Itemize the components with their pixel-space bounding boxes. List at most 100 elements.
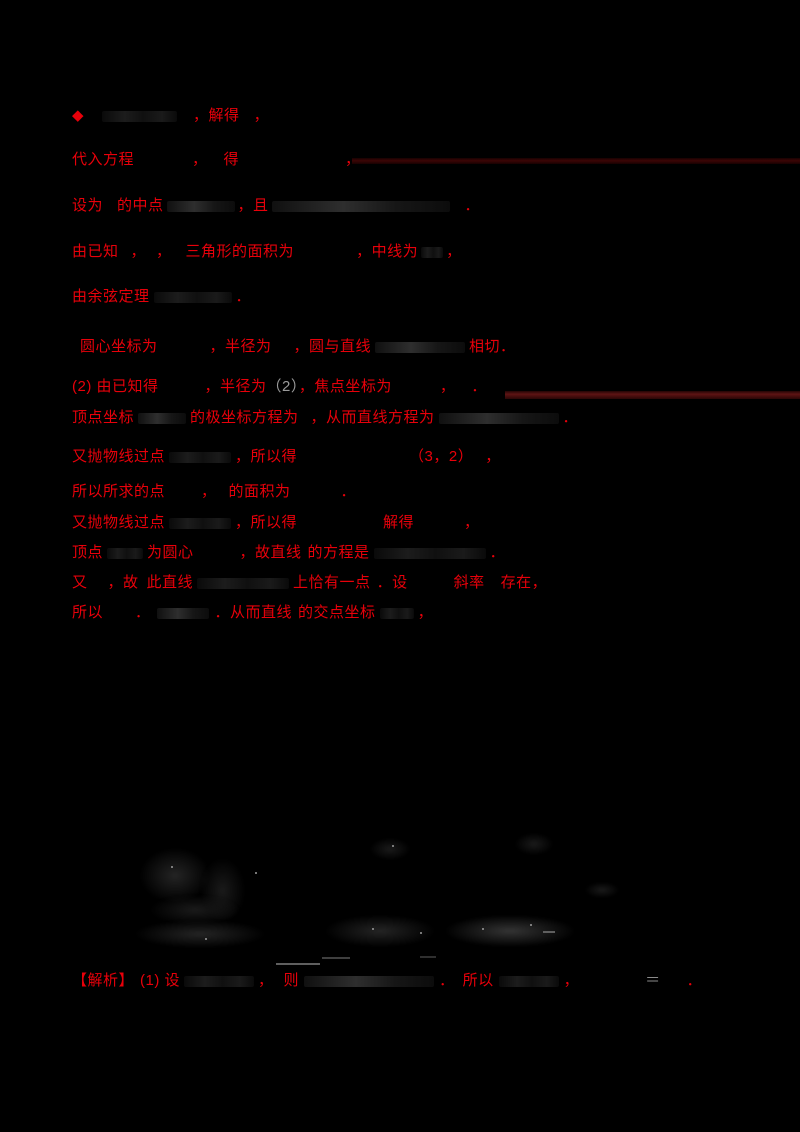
- punctuation: ．: [562, 409, 579, 426]
- answer-fragment: 所以: [462, 972, 494, 989]
- solution-line: 圆心坐标为 ，半径为 ，圆与直线 相切．: [80, 337, 516, 357]
- solution-line: 又 ，故 此直线 上恰有一点 ．设 斜率 存在，: [72, 573, 547, 593]
- answer-fragment: ，从而直线方程为: [310, 409, 435, 426]
- illegible-math: [197, 577, 290, 589]
- solution-line: 顶点 为圆心 ，故直线 的方程是 ．: [72, 543, 505, 563]
- answer-fragment: 斜率: [453, 574, 485, 591]
- fraction-bar: [322, 957, 350, 959]
- answer-fragment: 存在，: [500, 574, 548, 591]
- answer-fragment: 为圆心: [147, 544, 194, 561]
- punctuation: ，: [464, 514, 480, 531]
- punctuation: ，: [417, 604, 434, 621]
- answer-fragment: ，故直线: [239, 544, 302, 561]
- answer-fragment: 的方程是: [307, 544, 370, 561]
- answer-fragment: 得: [223, 151, 240, 168]
- punctuation: ，: [192, 151, 208, 168]
- illegible-math: [438, 412, 559, 424]
- answer-fragment: 的交点坐标: [298, 604, 376, 621]
- answer-fragment: ，所以得: [235, 514, 298, 531]
- answer-fragment: 圆心坐标为: [80, 338, 158, 355]
- punctuation: ，: [130, 243, 147, 260]
- answer-fragment: 又: [72, 574, 88, 591]
- answer-fragment: 的中点: [117, 197, 164, 214]
- answer-fragment: 上恰有一点: [293, 574, 371, 591]
- punctuation: ．: [686, 972, 703, 989]
- punctuation: ，: [258, 972, 274, 989]
- answer-fragment: 又抛物线过点: [72, 514, 166, 531]
- answer-fragment: 由余弦定理: [72, 288, 150, 305]
- math-fragment: ＝: [645, 972, 661, 989]
- solution-line: 【解析】 (1) 设 ， 则 ． 所以 ， ＝ ．: [72, 971, 702, 991]
- punctuation: ，: [156, 243, 172, 260]
- answer-fragment: 则: [283, 972, 300, 989]
- punctuation: ，: [439, 378, 456, 395]
- answer-fragment: 设为: [72, 197, 104, 214]
- fraction-bar: [420, 956, 436, 958]
- answer-fragment: 所以: [72, 604, 104, 621]
- answer-fragment: ，中线为: [356, 243, 419, 260]
- answer-fragment: 解得: [383, 514, 415, 531]
- illegible-math: [166, 200, 235, 212]
- illegible-math: [138, 412, 187, 424]
- answer-fragment: ，半径为: [204, 378, 267, 395]
- answer-fragment: ，且: [237, 197, 269, 214]
- punctuation: ．: [439, 972, 455, 989]
- illegible-math: [153, 291, 232, 303]
- answer-fragment: 代入方程: [72, 151, 135, 168]
- punctuation: ．: [464, 197, 481, 214]
- punctuation: ，: [201, 483, 217, 500]
- answer-fragment: 顶点坐标: [72, 409, 135, 426]
- punctuation: ．: [135, 604, 151, 621]
- punctuation: ，: [563, 972, 580, 989]
- answer-fragment: ．从而直线: [214, 604, 293, 621]
- solution-line: ◆ ，解得 ，: [72, 106, 269, 126]
- solution-line: 由余弦定理 ．: [72, 287, 251, 307]
- answer-fragment: 的面积为: [228, 483, 291, 500]
- punctuation: ．: [340, 483, 357, 500]
- solution-line: 又抛物线过点 ，所以得 （3，2） ，: [72, 447, 501, 467]
- illegible-math: [304, 975, 435, 987]
- illegible-math: [373, 547, 486, 559]
- divider-rule: [352, 158, 800, 164]
- answer-fragment: ，解得: [193, 107, 240, 124]
- solution-line: (2) 由已知得 ，半径为（2），焦点坐标为 ， ．: [72, 377, 487, 397]
- illegible-math: [375, 341, 466, 353]
- illegible-math: [421, 246, 444, 258]
- illegible-math: [169, 517, 232, 529]
- solution-line: 由已知 ， ， 三角形的面积为 ，中线为 ，: [72, 242, 462, 262]
- punctuation: ，: [253, 107, 270, 124]
- answer-fragment: 三角形的面积为: [185, 243, 295, 260]
- punctuation: ，: [485, 448, 501, 465]
- answer-fragment: 【解析】: [72, 972, 135, 989]
- answer-fragment: (2) 由已知得: [72, 378, 159, 395]
- illegible-math: [498, 975, 559, 987]
- solution-line: 所以所求的点 ， 的面积为 ．: [72, 482, 356, 502]
- answer-fragment: （3，2）: [409, 448, 474, 465]
- solution-line: 顶点坐标 的极坐标方程为 ，从而直线方程为 ．: [72, 408, 578, 428]
- divider-rule: [505, 391, 800, 399]
- answer-fragment: ，焦点坐标为: [298, 378, 392, 395]
- solution-line: 代入方程，得，: [72, 150, 361, 170]
- punctuation: ．: [471, 378, 487, 395]
- answer-fragment: 又抛物线过点: [72, 448, 166, 465]
- answer-fragment: ，故: [107, 574, 139, 591]
- punctuation: ．: [489, 544, 506, 561]
- solution-line: 又抛物线过点 ，所以得 解得 ，: [72, 513, 480, 533]
- solution-line: 所以 ． ．从而直线 的交点坐标 ，: [72, 603, 433, 623]
- illegible-math: [107, 547, 144, 559]
- answer-fragment: 所以所求的点: [72, 483, 166, 500]
- illegible-math: [102, 110, 178, 122]
- diamond-bullet-icon: ◆: [72, 107, 85, 124]
- answer-fragment: ，半径为: [209, 338, 272, 355]
- illegible-math: [184, 975, 255, 987]
- math-fragment: （2）: [266, 378, 299, 395]
- answer-fragment: 此直线: [146, 574, 194, 591]
- answer-fragment: (1) 设: [140, 972, 181, 989]
- punctuation: ．: [235, 288, 252, 305]
- solution-line: 设为 的中点 ，且 ．: [72, 196, 480, 216]
- fraction-bar: [276, 963, 320, 965]
- answer-fragment: 由已知: [72, 243, 119, 260]
- answer-fragment: 顶点: [72, 544, 104, 561]
- illegible-math: [271, 200, 450, 212]
